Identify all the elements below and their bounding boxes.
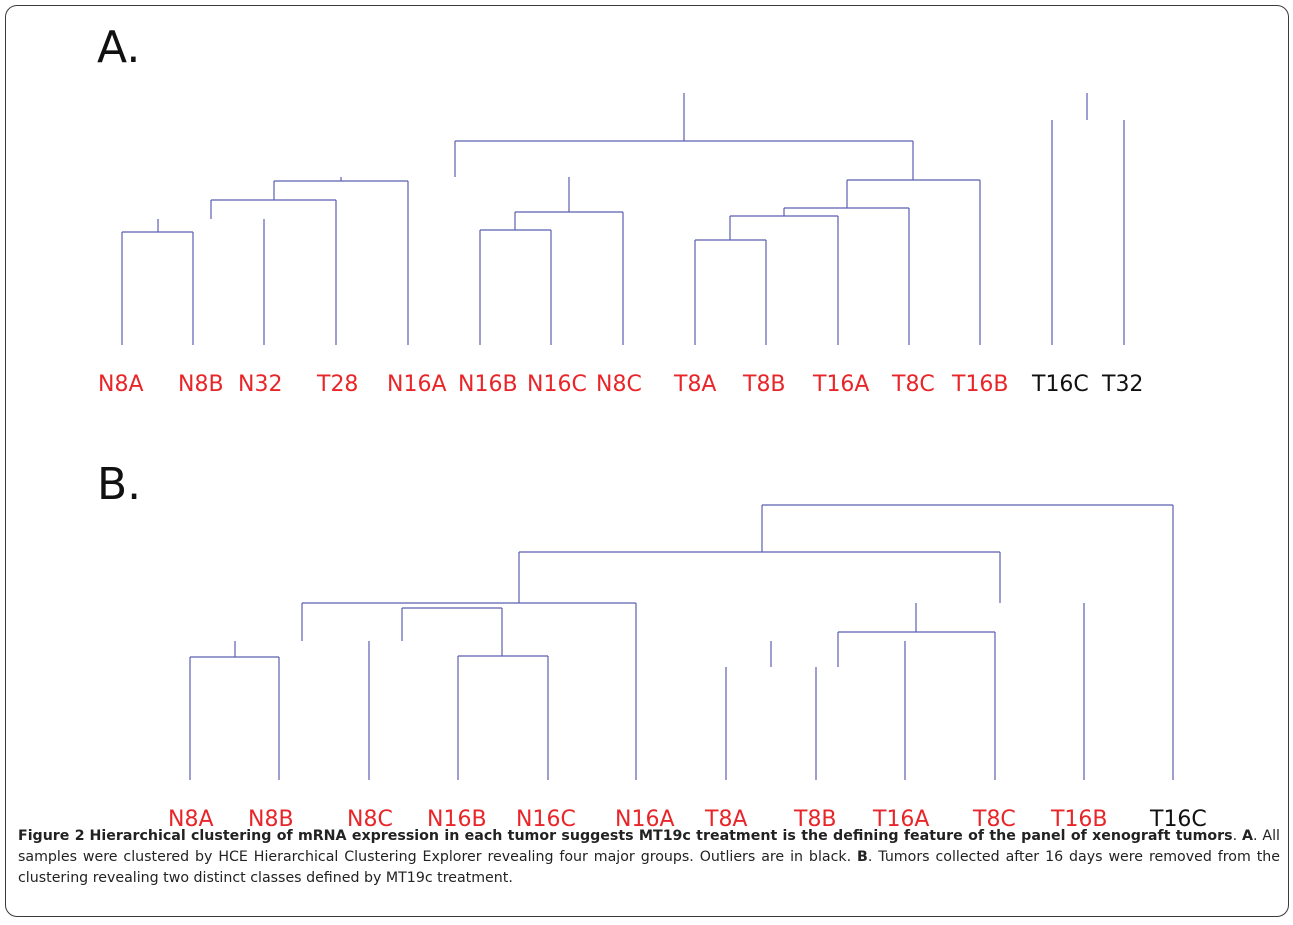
leaf-labels-b: N8A N8B N8C N16B N16C N16A T8A T8B T16A T8C T16B T1…: [168, 807, 1207, 832]
leaf-label: N8C: [347, 807, 393, 832]
leaf-label: N8C: [596, 372, 642, 397]
panel-a-label: A.: [97, 22, 141, 73]
leaf-label: N8B: [178, 372, 224, 397]
caption-part-a-label: A: [1242, 828, 1253, 844]
caption-part-b-label: B: [857, 849, 868, 865]
leaf-label: T32: [1101, 372, 1143, 397]
leaf-label: N8A: [98, 372, 144, 397]
panel-b-label: B.: [97, 459, 142, 510]
figure-caption: Figure 2 Hierarchical clustering of mRNA…: [18, 828, 1280, 886]
leaf-label: T16B: [951, 372, 1009, 397]
figure-frame: [5, 5, 1289, 917]
caption-title: Hierarchical clustering of mRNA expressi…: [89, 828, 1233, 844]
leaf-label: N16C: [516, 807, 576, 832]
leaf-label: T8B: [742, 372, 786, 397]
leaf-label: N16C: [527, 372, 587, 397]
leaf-label: N16A: [387, 372, 447, 397]
leaf-label: N32: [238, 372, 282, 397]
leaf-label: N8A: [168, 807, 214, 832]
leaf-label: T8B: [793, 807, 837, 832]
leaf-label: T16A: [872, 807, 929, 832]
leaf-label: T16A: [812, 372, 869, 397]
leaf-label: T16C: [1149, 807, 1207, 832]
leaf-label: N16B: [427, 807, 487, 832]
leaf-label: T8A: [673, 372, 717, 397]
leaf-label: T8C: [891, 372, 935, 397]
dendrogram-b: [189, 504, 1174, 780]
leaf-label: T8A: [704, 807, 748, 832]
dendrogram-a: [121, 93, 1125, 345]
leaf-label: T28: [316, 372, 358, 397]
caption-part-b-text: . Tumors collected after 16 days were re…: [18, 849, 1280, 886]
caption-figure-label: Figure 2: [18, 828, 85, 844]
leaf-label: T16C: [1031, 372, 1089, 397]
leaf-label: N8B: [248, 807, 294, 832]
caption-part-a-text: . All samples were clustered by HCE Hier…: [18, 828, 1280, 865]
leaf-label: N16B: [458, 372, 518, 397]
leaf-label: T8C: [972, 807, 1016, 832]
leaf-labels-a: N8A N8B N32 T28 N16A N16B N16C N8C T8A T8B T16A T8C…: [98, 372, 1143, 397]
leaf-label: T16B: [1050, 807, 1108, 832]
leaf-label: N16A: [615, 807, 675, 832]
